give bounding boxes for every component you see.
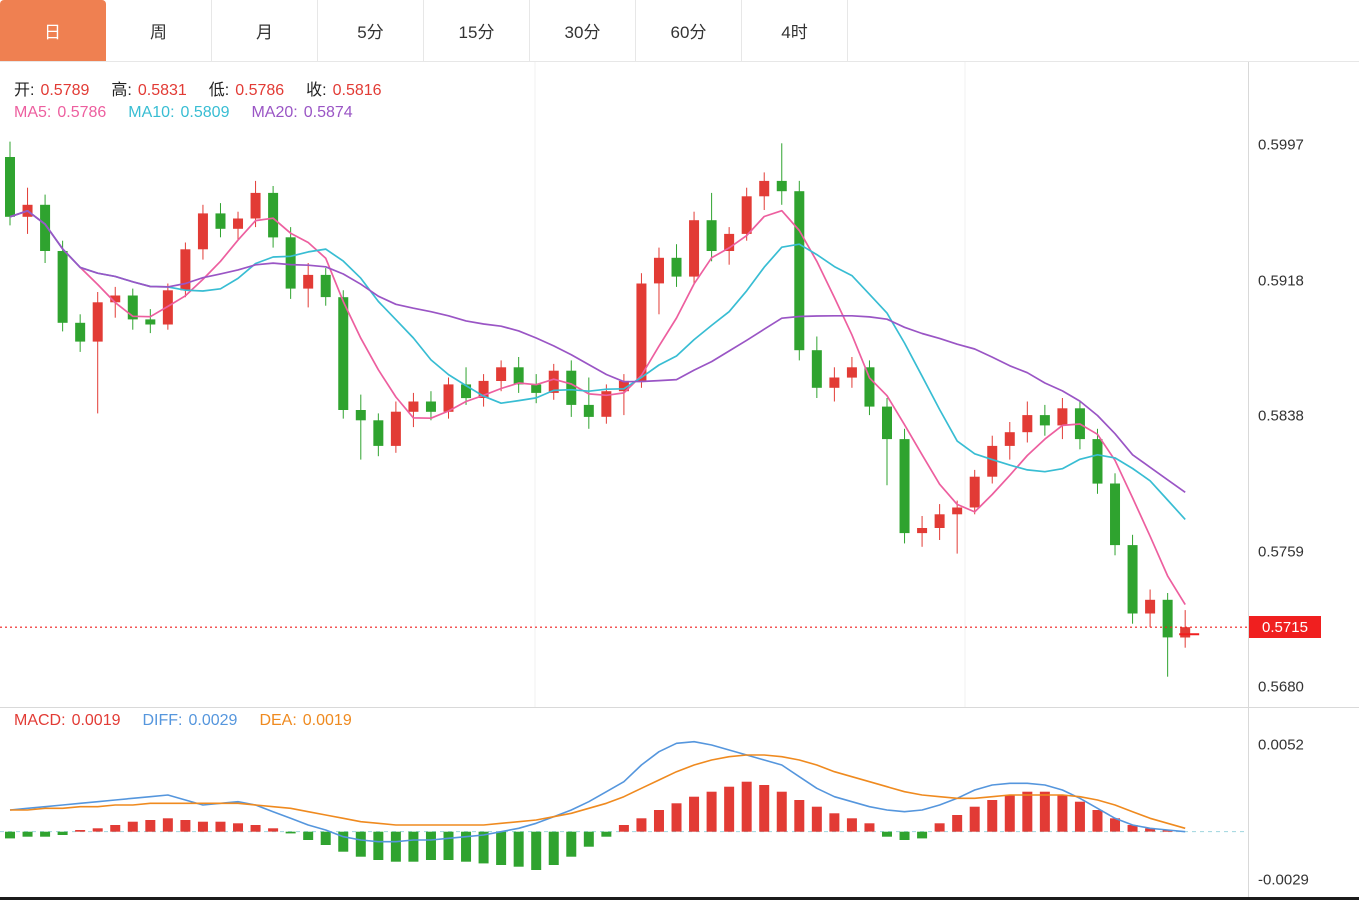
tab-month[interactable]: 月 — [212, 0, 318, 61]
tab-4hour[interactable]: 4时 — [742, 0, 848, 61]
timeframe-tab-bar: 日 周 月 5分 15分 30分 60分 4时 — [0, 0, 1359, 62]
y-axis-line — [1248, 62, 1249, 897]
bottom-border — [0, 897, 1359, 900]
panel-divider — [0, 707, 1359, 708]
tab-30min[interactable]: 30分 — [530, 0, 636, 61]
last-price-tag: 0.5715 — [1249, 616, 1321, 638]
tab-week[interactable]: 周 — [106, 0, 212, 61]
tab-15min[interactable]: 15分 — [424, 0, 530, 61]
tab-5min[interactable]: 5分 — [318, 0, 424, 61]
tab-60min[interactable]: 60分 — [636, 0, 742, 61]
tab-day[interactable]: 日 — [0, 0, 106, 61]
